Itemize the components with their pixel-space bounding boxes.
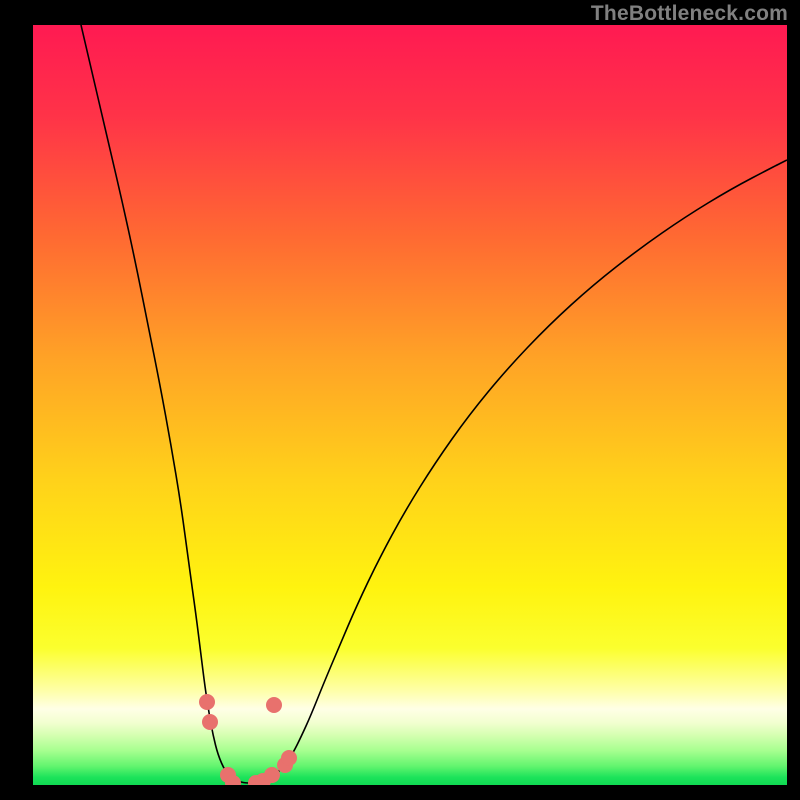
watermark-text: TheBottleneck.com — [591, 2, 788, 26]
curve-marker — [281, 750, 297, 766]
chart-frame: TheBottleneck.com — [0, 0, 800, 800]
plot-area — [33, 25, 787, 785]
chart-svg — [33, 25, 787, 785]
curve-marker — [202, 714, 218, 730]
curve-marker — [266, 697, 282, 713]
curve-marker — [199, 694, 215, 710]
curve-marker — [264, 767, 280, 783]
gradient-background — [33, 25, 787, 785]
